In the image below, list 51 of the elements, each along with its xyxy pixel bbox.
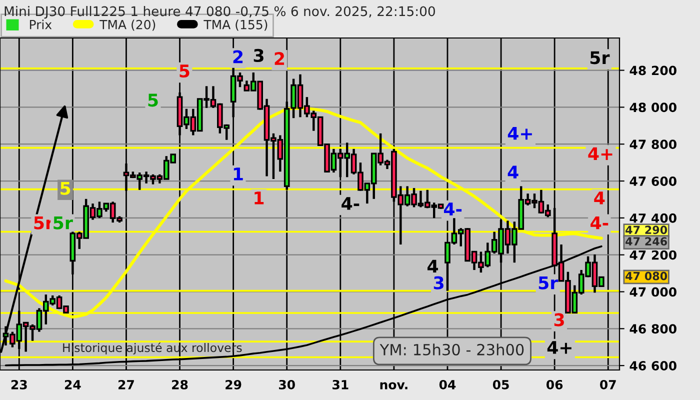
- x-tick-label: 06: [546, 380, 563, 390]
- y-tick-label: 46 800: [630, 324, 676, 334]
- annotation: 4: [594, 192, 605, 204]
- y-tick-label: 47 600: [630, 176, 676, 186]
- annotation: 2: [233, 50, 243, 64]
- annotation: 5: [180, 64, 190, 78]
- annotation: 4+: [547, 341, 572, 354]
- x-tick-label: 23: [11, 380, 27, 390]
- annotation: 1: [254, 192, 264, 204]
- y-tick-label: 47 800: [630, 140, 676, 150]
- y-tick-label: 47 000: [630, 287, 676, 297]
- x-tick-label: 27: [118, 380, 134, 390]
- legend-label: TMA (155): [204, 20, 268, 31]
- annotation: 4-: [590, 216, 608, 230]
- annotation: YM: 15h30 - 23h00: [380, 344, 524, 356]
- x-tick-label: nov.: [380, 382, 408, 390]
- x-tick-label: 29: [226, 380, 242, 390]
- legend-label: Prix: [30, 20, 52, 30]
- annotation: 5: [148, 94, 158, 107]
- x-tick-label: 04: [439, 380, 456, 390]
- annotation: 3: [434, 276, 444, 290]
- annotation: 3: [254, 48, 264, 62]
- y-tick-label: 47 400: [630, 213, 676, 223]
- annotation: 3: [554, 313, 564, 326]
- annotation: 1: [234, 168, 243, 180]
- annotation: 4: [428, 260, 438, 273]
- legend-label: TMA (20): [100, 20, 156, 31]
- annotation: 2: [274, 52, 284, 65]
- y-tick-label: 48 000: [630, 102, 676, 112]
- y-tick-label: 47 200: [630, 250, 676, 260]
- annotation: 5r: [54, 216, 73, 230]
- x-tick-label: 07: [600, 380, 616, 390]
- annotation: 4: [508, 166, 518, 178]
- y-tick-label: 48 200: [630, 66, 676, 76]
- x-tick-label: 28: [172, 380, 188, 390]
- annotation: 4+: [508, 127, 532, 140]
- x-tick-label: 30: [279, 380, 295, 390]
- text: 47 290: [626, 226, 668, 234]
- annotation: 4+: [588, 147, 612, 160]
- y-tick-label: 46 600: [630, 361, 676, 370]
- text: 47 080: [626, 272, 668, 280]
- annotation: 5r: [538, 276, 558, 290]
- annotation: 5: [60, 182, 70, 195]
- x-tick-label: 31: [332, 380, 348, 390]
- annotation: 5r: [590, 51, 610, 64]
- x-tick-label: 24: [64, 380, 81, 390]
- annotation: 4-: [444, 202, 462, 216]
- text: 47 246: [626, 237, 667, 246]
- annotation: 4-: [342, 197, 360, 210]
- chart-title: Mini DJ30 Full1225 1 heure 47 080 -0,75 % 6 nov. 2025, 22:15:00: [4, 6, 435, 19]
- x-tick-label: 05: [492, 380, 509, 390]
